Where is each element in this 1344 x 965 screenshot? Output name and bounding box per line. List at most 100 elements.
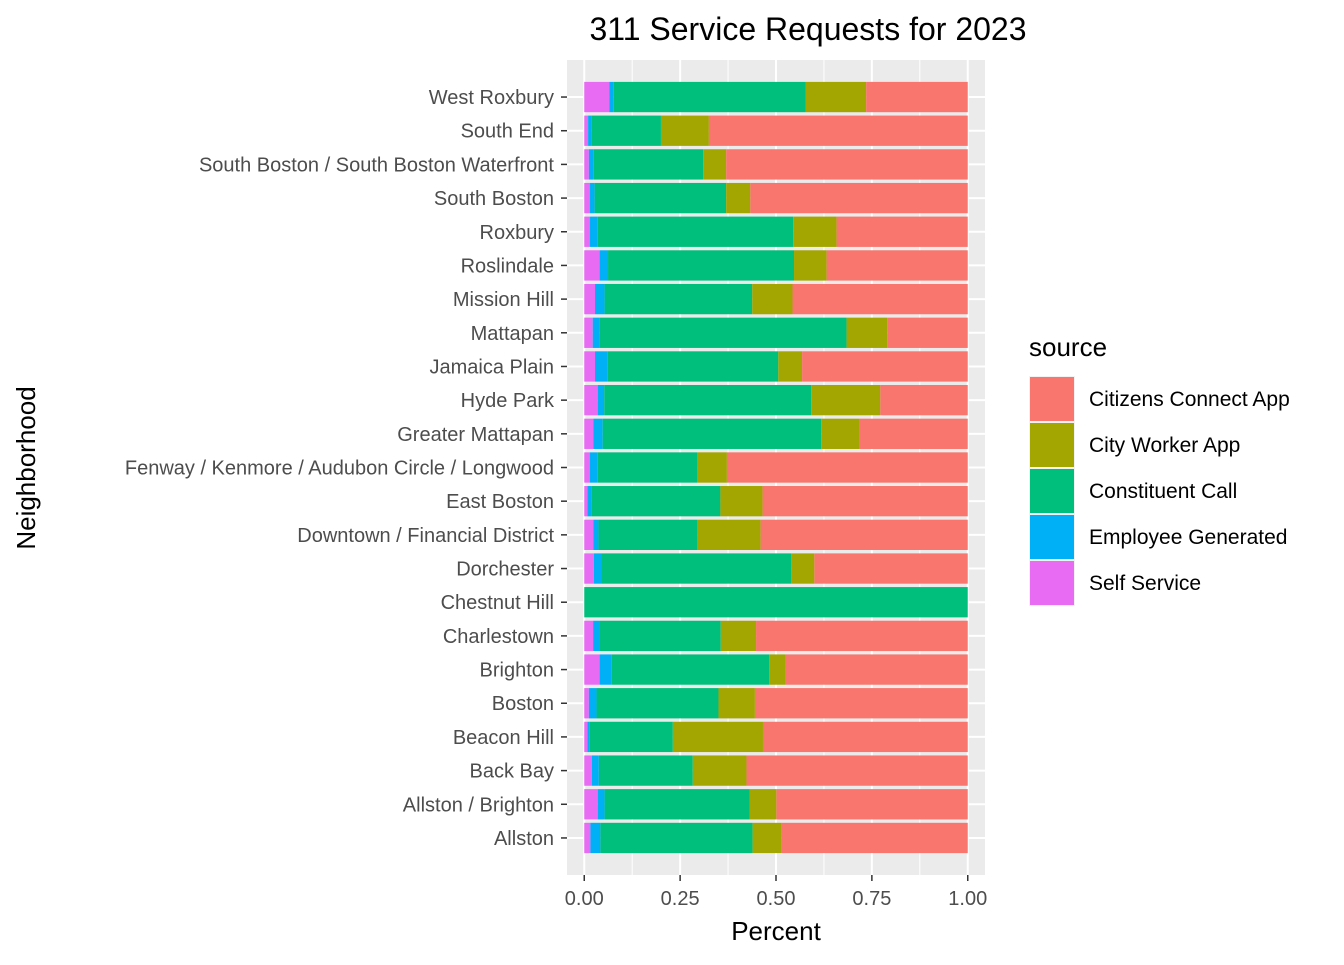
x-tick-label: 0.00: [565, 888, 604, 910]
bar-segment-self-service: [584, 822, 591, 854]
bar-segment-self-service: [584, 721, 588, 753]
bar-segment-constituent-call: [584, 587, 968, 618]
bar-segment-citizens-connect-app: [826, 250, 968, 281]
bar-layer: [584, 81, 968, 854]
y-tick-label: Brighton: [480, 660, 555, 682]
bar-segment-citizens-connect-app: [750, 182, 968, 214]
legend-label: Constituent Call: [1089, 480, 1237, 503]
bar-segment-employee-generated: [597, 789, 605, 820]
bar-segment-constituent-call: [602, 418, 822, 449]
bar-segment-citizens-connect-app: [785, 654, 968, 685]
bar-segment-citizens-connect-app: [880, 384, 968, 416]
bar-segment-self-service: [584, 755, 592, 786]
bar-segment-employee-generated: [593, 519, 599, 551]
bar-segment-employee-generated: [591, 755, 599, 786]
legend: source Citizens Connect App City Worker A…: [1029, 332, 1290, 606]
bar-segment-city-worker-app: [726, 182, 751, 214]
bar-segment-city-worker-app: [697, 519, 761, 551]
x-tick-label: 0.25: [661, 888, 700, 910]
bar-segment-constituent-call: [589, 721, 673, 753]
bar-segment-self-service: [584, 688, 589, 719]
bar-segment-citizens-connect-app: [792, 283, 968, 315]
bar-segment-constituent-call: [611, 654, 770, 685]
bar-segment-city-worker-app: [821, 418, 860, 449]
bar-segment-constituent-call: [604, 789, 750, 820]
bar-segment-city-worker-app: [752, 822, 782, 854]
bar-segment-constituent-call: [600, 822, 753, 854]
y-tick-label: East Boston: [446, 491, 554, 513]
bar-segment-city-worker-app: [811, 384, 881, 416]
bar-segment-city-worker-app: [720, 620, 757, 652]
bar-segment-constituent-call: [596, 688, 719, 719]
y-tick-label: Allston: [494, 828, 554, 850]
y-axis: West Roxbury South End South Boston / Sout…: [125, 87, 567, 850]
y-tick-label: Roxbury: [480, 222, 554, 244]
bar-segment-employee-generated: [599, 654, 612, 685]
bar-segment-constituent-call: [599, 317, 847, 348]
bar-segment-city-worker-app: [720, 486, 763, 517]
bar-segment-self-service: [584, 216, 591, 247]
legend-swatch: [1030, 515, 1074, 559]
y-tick-label: Greater Mattapan: [397, 424, 554, 446]
legend-swatch: [1030, 469, 1074, 513]
legend-items: Citizens Connect App City Worker App Const…: [1029, 376, 1290, 606]
bar-segment-constituent-call: [591, 486, 721, 517]
bar-segment-citizens-connect-app: [754, 688, 968, 719]
bar-segment-city-worker-app: [718, 688, 755, 719]
bar-segment-self-service: [584, 115, 589, 146]
bar-segment-employee-generated: [592, 317, 600, 348]
bar-segment-self-service: [584, 250, 600, 281]
bar-segment-citizens-connect-app: [776, 789, 968, 820]
bar-segment-employee-generated: [587, 721, 590, 753]
y-tick-label: Roslindale: [461, 255, 554, 277]
legend-label: Self Service: [1089, 572, 1201, 595]
bar-segment-constituent-call: [594, 182, 727, 214]
bar-segment-constituent-call: [597, 452, 698, 483]
bar-segment-employee-generated: [587, 486, 592, 517]
legend-label: City Worker App: [1089, 434, 1240, 457]
bar-segment-employee-generated: [597, 384, 605, 416]
bar-segment-city-worker-app: [697, 452, 727, 483]
bar-segment-constituent-call: [599, 620, 721, 652]
y-tick-label: Back Bay: [470, 761, 554, 783]
chart-title: 311 Service Requests for 2023: [590, 11, 1027, 47]
y-tick-label: West Roxbury: [429, 87, 554, 109]
bar-segment-city-worker-app: [791, 553, 815, 584]
bar-segment-citizens-connect-app: [887, 317, 968, 348]
y-tick-label: Chestnut Hill: [441, 592, 554, 614]
x-tick-label: 0.50: [757, 888, 796, 910]
bar-segment-self-service: [584, 452, 591, 483]
bar-segment-citizens-connect-app: [781, 822, 968, 854]
bar-segment-self-service: [584, 553, 594, 584]
bar-segment-citizens-connect-app: [762, 721, 968, 753]
bar-segment-citizens-connect-app: [726, 149, 968, 180]
bar-segment-self-service: [584, 620, 594, 652]
bar-segment-self-service: [584, 519, 594, 551]
y-tick-label: Mattapan: [471, 323, 554, 345]
bar-segment-constituent-call: [608, 250, 795, 281]
y-tick-label: Allston / Brighton: [403, 794, 554, 816]
bar-segment-employee-generated: [588, 149, 594, 180]
y-tick-label: Hyde Park: [461, 390, 555, 412]
bar-segment-employee-generated: [590, 182, 595, 214]
y-axis-title: Neighborhood: [11, 386, 41, 549]
bar-segment-employee-generated: [590, 452, 598, 483]
bar-segment-constituent-call: [598, 519, 698, 551]
bar-segment-employee-generated: [599, 250, 609, 281]
bar-segment-constituent-call: [597, 216, 794, 247]
bar-segment-city-worker-app: [793, 216, 837, 247]
bar-segment-citizens-connect-app: [802, 351, 968, 382]
bar-segment-citizens-connect-app: [756, 620, 968, 652]
y-tick-label: Fenway / Kenmore / Audubon Circle / Long…: [125, 458, 554, 480]
x-tick-label: 0.75: [852, 888, 891, 910]
bar-segment-city-worker-app: [769, 654, 786, 685]
y-tick-label: Boston: [492, 693, 554, 715]
bar-segment-employee-generated: [593, 418, 603, 449]
legend-title: source: [1029, 332, 1107, 362]
bar-segment-employee-generated: [609, 81, 614, 113]
bar-segment-self-service: [584, 418, 594, 449]
bar-segment-self-service: [584, 654, 600, 685]
bar-segment-constituent-call: [598, 755, 693, 786]
bar-segment-employee-generated: [593, 620, 600, 652]
